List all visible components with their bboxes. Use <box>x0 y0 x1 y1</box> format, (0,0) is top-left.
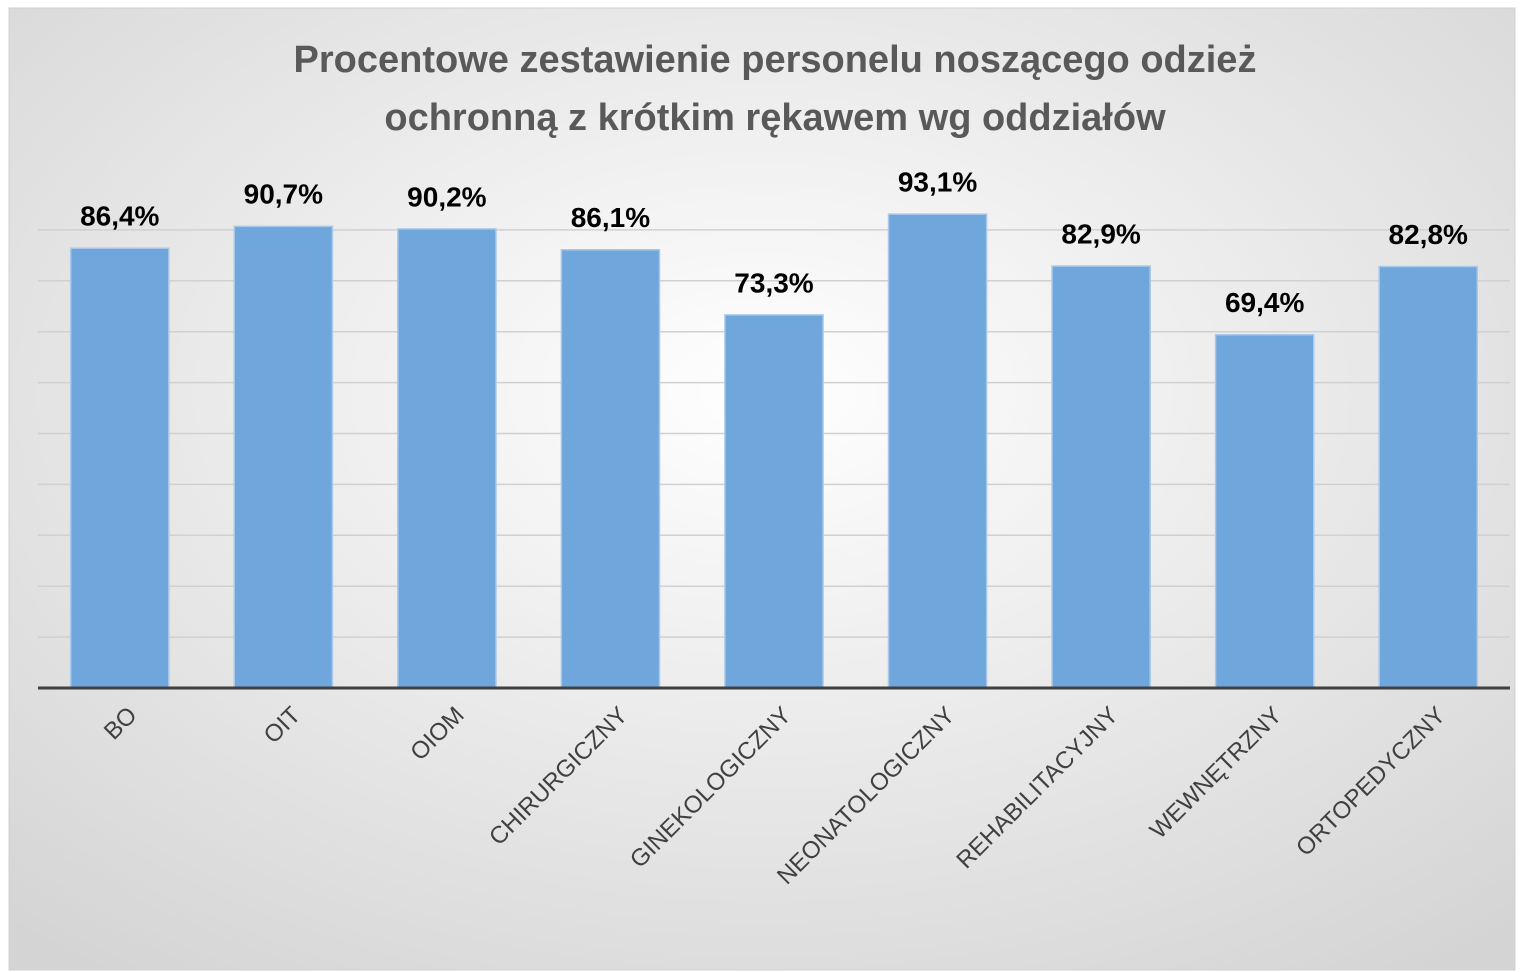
bar <box>1051 265 1151 689</box>
data-label: 82,8% <box>1389 219 1468 250</box>
data-label: 82,9% <box>1061 218 1140 249</box>
bar <box>1214 334 1315 689</box>
bar <box>233 225 334 689</box>
chart-title: ochronną z krótkim rękawem wg oddziałów <box>384 97 1166 139</box>
bar <box>887 213 988 689</box>
data-label: 69,4% <box>1225 287 1304 318</box>
data-label: 90,7% <box>244 179 323 210</box>
bar <box>397 228 497 689</box>
chart-title: Procentowe zestawienie personelu noszące… <box>294 39 1257 81</box>
data-label: 73,3% <box>734 267 813 298</box>
bar <box>560 249 661 689</box>
data-label: 90,2% <box>407 181 486 212</box>
data-label: 86,4% <box>80 201 159 232</box>
bar <box>1378 265 1479 689</box>
data-label: 86,1% <box>571 202 650 233</box>
bar <box>69 247 170 689</box>
data-label: 93,1% <box>898 167 977 198</box>
bar <box>724 314 824 689</box>
